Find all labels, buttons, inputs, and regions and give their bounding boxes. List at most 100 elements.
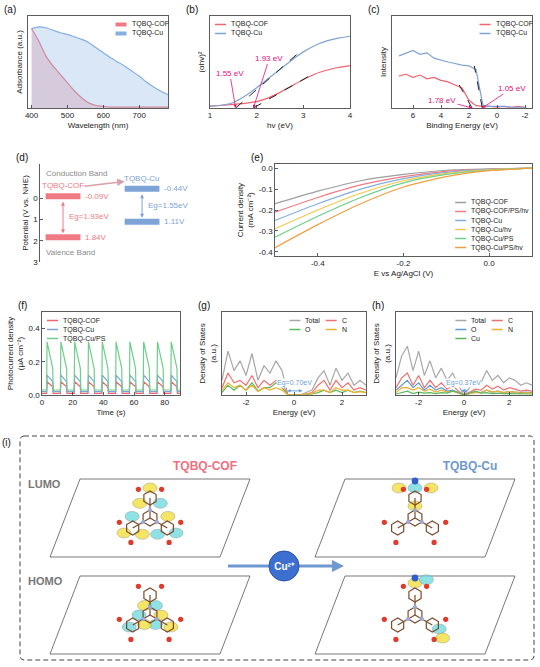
svg-text:Wavelength (nm): Wavelength (nm)	[68, 121, 129, 130]
svg-text:Density of States(a.u.): Density of States(a.u.)	[198, 323, 217, 383]
svg-text:(e): (e)	[251, 152, 263, 163]
svg-text:400: 400	[25, 111, 39, 120]
svg-text:TQBQ-Cu: TQBQ-Cu	[231, 29, 262, 37]
svg-text:-2: -2	[521, 111, 529, 120]
svg-text:2: 2	[340, 398, 345, 407]
svg-text:-0.2: -0.2	[397, 259, 411, 268]
svg-text:N: N	[508, 326, 513, 333]
svg-text:0: 0	[40, 398, 45, 407]
svg-text:Total: Total	[305, 317, 320, 324]
svg-text:(a): (a)	[4, 4, 16, 15]
svg-text:TQBQ-COF: TQBQ-COF	[42, 181, 84, 190]
svg-text:-0.44V: -0.44V	[164, 184, 188, 193]
svg-text:TQBQ-Cu/PS/hv: TQBQ-Cu/PS/hv	[471, 244, 523, 252]
svg-text:Total: Total	[471, 317, 486, 324]
svg-text:1.11V: 1.11V	[164, 217, 185, 226]
svg-text:C: C	[508, 317, 513, 324]
svg-text:-0.2: -0.2	[259, 206, 273, 215]
svg-text:(c): (c)	[368, 4, 380, 15]
svg-text:6: 6	[411, 111, 416, 120]
svg-text:TQBQ-COF/PS/hv: TQBQ-COF/PS/hv	[471, 207, 529, 215]
svg-text:1.05 eV: 1.05 eV	[498, 84, 526, 93]
svg-text:Intensity: Intensity	[379, 47, 388, 77]
svg-text:E vs Ag/AgCl (V): E vs Ag/AgCl (V)	[374, 269, 434, 278]
svg-text:-0.09V: -0.09V	[85, 192, 109, 201]
svg-text:-0.1: -0.1	[259, 185, 273, 194]
svg-text:TQBQ-Cu: TQBQ-Cu	[132, 29, 163, 37]
svg-text:3: 3	[33, 258, 38, 267]
svg-text:1.84V: 1.84V	[85, 233, 107, 242]
svg-text:TQBQ-Cu/hv: TQBQ-Cu/hv	[471, 226, 512, 234]
svg-text:1: 1	[33, 215, 38, 224]
svg-text:(αhv)²: (αhv)²	[197, 51, 206, 72]
svg-text:(d): (d)	[16, 152, 28, 163]
svg-text:Eg=0.37eV: Eg=0.37eV	[446, 379, 481, 387]
svg-text:TQBQ-Cu: TQBQ-Cu	[496, 29, 527, 37]
svg-text:2: 2	[254, 111, 259, 120]
svg-text:TQBQ-COF: TQBQ-COF	[63, 317, 100, 325]
svg-text:N: N	[342, 326, 347, 333]
svg-text:40: 40	[99, 398, 108, 407]
svg-text:(g): (g)	[198, 300, 210, 311]
svg-text:-2: -2	[415, 398, 423, 407]
svg-text:0: 0	[33, 194, 38, 203]
svg-text:-2: -2	[242, 398, 250, 407]
svg-text:Conduction Band: Conduction Band	[46, 169, 107, 178]
svg-text:TQBQ-Cu: TQBQ-Cu	[471, 217, 502, 225]
svg-text:500: 500	[61, 111, 75, 120]
svg-text:TQBQ-COF: TQBQ-COF	[173, 459, 237, 473]
svg-text:TQBQ-Cu: TQBQ-Cu	[124, 174, 160, 183]
svg-text:-0.4: -0.4	[311, 259, 325, 268]
svg-text:1: 1	[208, 111, 213, 120]
svg-text:Eg=0.70eV: Eg=0.70eV	[277, 379, 312, 387]
svg-text:1.55 eV: 1.55 eV	[216, 69, 244, 78]
svg-text:Photocurrent density(μA cm⁻²): Photocurrent density(μA cm⁻²)	[6, 317, 25, 390]
svg-text:80: 80	[160, 398, 169, 407]
svg-text:0: 0	[462, 398, 467, 407]
svg-text:(f): (f)	[18, 300, 27, 311]
svg-text:TQBQ-COF: TQBQ-COF	[471, 198, 508, 206]
svg-text:20: 20	[68, 398, 77, 407]
svg-text:TQBQ-COF: TQBQ-COF	[496, 20, 533, 28]
svg-text:C: C	[342, 317, 347, 324]
svg-text:Cu: Cu	[471, 335, 480, 342]
svg-text:TQBQ-Cu: TQBQ-Cu	[63, 326, 94, 334]
svg-text:(h): (h)	[372, 300, 384, 311]
svg-text:-0.3: -0.3	[259, 227, 273, 236]
svg-text:Energy (eV): Energy (eV)	[273, 408, 316, 417]
svg-text:600: 600	[97, 111, 111, 120]
svg-text:HOMO: HOMO	[28, 575, 63, 587]
svg-text:Energy (eV): Energy (eV)	[443, 408, 486, 417]
svg-text:Adsorbance (a.u.): Adsorbance (a.u.)	[15, 30, 24, 94]
svg-text:(b): (b)	[186, 4, 198, 15]
svg-text:Cu²⁺: Cu²⁺	[274, 561, 295, 572]
svg-text:60: 60	[130, 398, 139, 407]
svg-text:Density of States(a.u.): Density of States(a.u.)	[372, 323, 391, 383]
svg-text:0.0: 0.0	[28, 391, 40, 400]
svg-text:0: 0	[495, 111, 500, 120]
svg-text:Eg=1.93eV: Eg=1.93eV	[69, 212, 109, 221]
svg-text:Current density(mA cm⁻²): Current density(mA cm⁻²)	[236, 183, 255, 237]
svg-text:0: 0	[292, 398, 297, 407]
svg-text:Potential (V vs. NHE): Potential (V vs. NHE)	[21, 175, 30, 251]
svg-text:3: 3	[301, 111, 306, 120]
svg-text:0.0: 0.0	[484, 259, 496, 268]
svg-text:O: O	[305, 326, 311, 333]
svg-text:2: 2	[33, 237, 38, 246]
svg-text:TQBQ-COF: TQBQ-COF	[132, 20, 169, 28]
svg-text:TQBQ-Cu: TQBQ-Cu	[443, 459, 498, 473]
svg-text:hv (eV): hv (eV)	[267, 121, 293, 130]
svg-text:TQBQ-Cu/PS: TQBQ-Cu/PS	[471, 235, 514, 243]
svg-text:TQBQ-Cu/PS: TQBQ-Cu/PS	[63, 335, 106, 343]
svg-text:Eg=1.55eV: Eg=1.55eV	[148, 201, 188, 210]
svg-text:2: 2	[467, 111, 472, 120]
svg-text:TQBQ-COF: TQBQ-COF	[231, 20, 268, 28]
svg-text:Time (s): Time (s)	[96, 408, 125, 417]
svg-text:Valence Band: Valence Band	[46, 248, 95, 257]
svg-text:O: O	[471, 326, 477, 333]
svg-text:(i): (i)	[2, 437, 11, 448]
svg-text:4: 4	[348, 111, 353, 120]
svg-text:Binding Energy (eV): Binding Energy (eV)	[426, 121, 498, 130]
svg-text:-0.4: -0.4	[259, 248, 273, 257]
svg-text:0.2: 0.2	[28, 358, 40, 367]
